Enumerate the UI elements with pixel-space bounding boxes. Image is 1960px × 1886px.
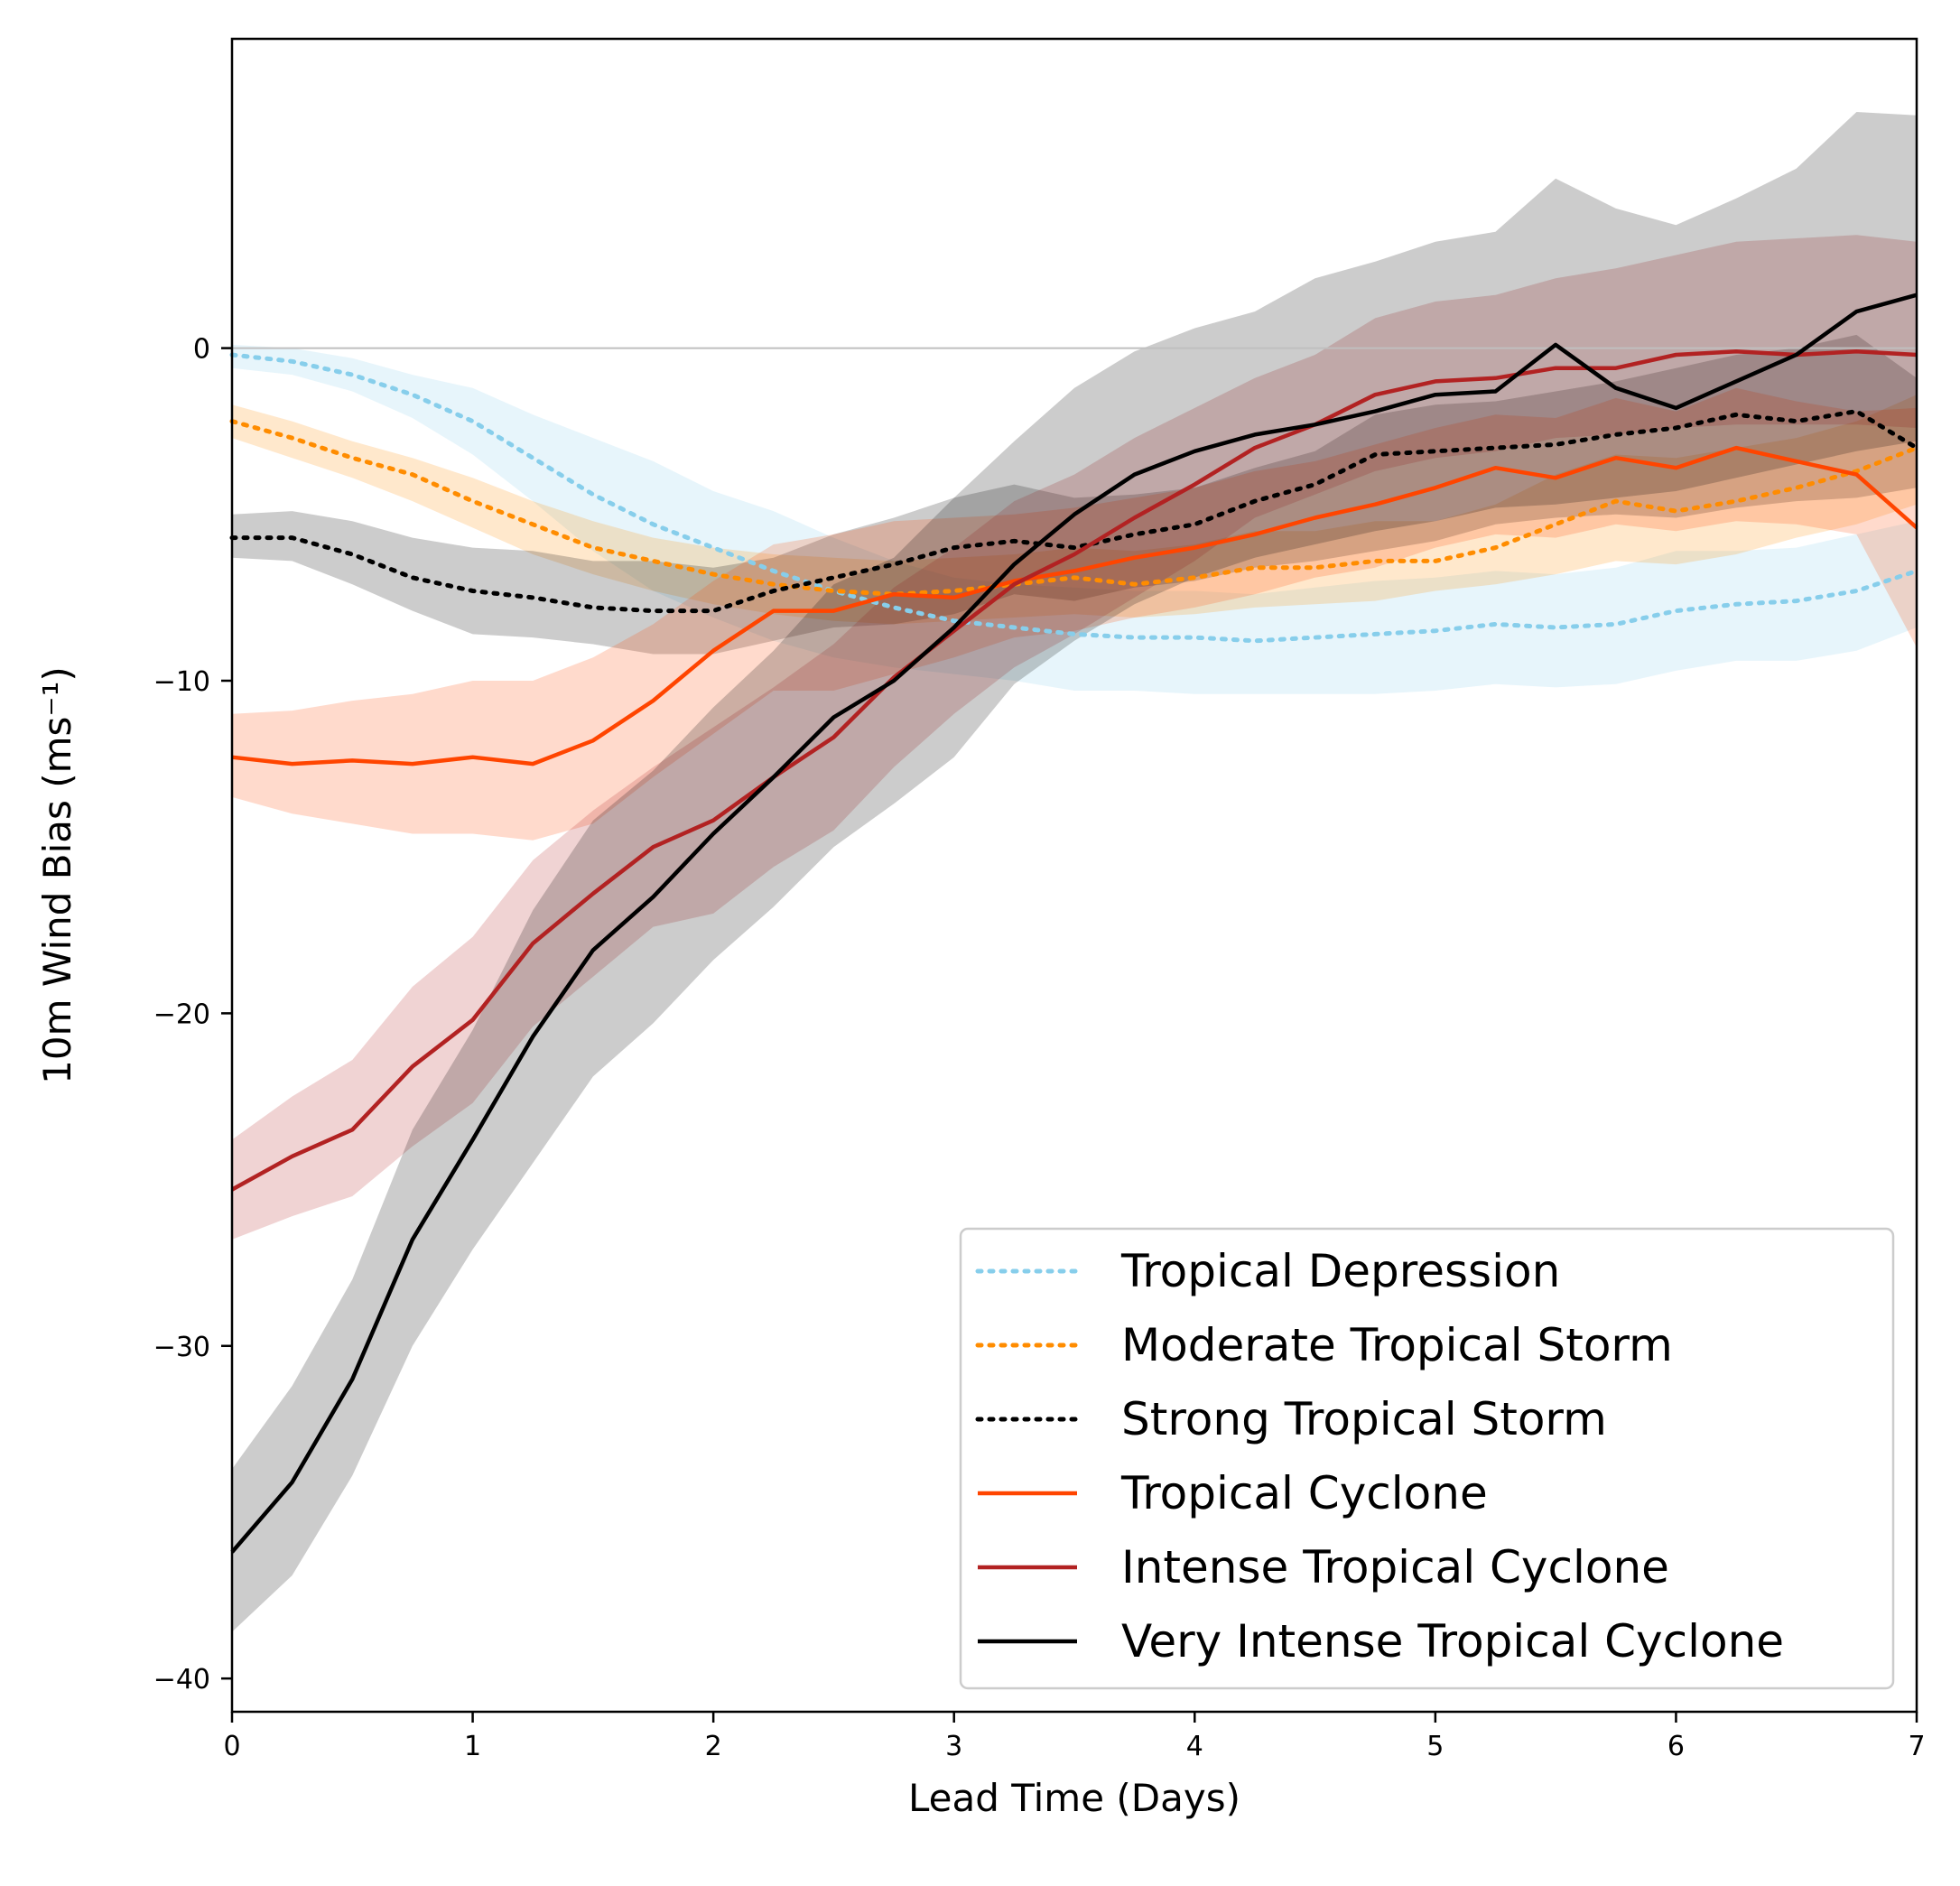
x-tick-label: 1 (464, 1731, 481, 1762)
legend-box (959, 1227, 1895, 1690)
tropical-depression-legend-label: Tropical Depression (1120, 1245, 1560, 1297)
y-axis-ticks: 0 −10 −20 −30 −40 (153, 334, 232, 1696)
uncertainty-bands (232, 112, 1917, 1632)
x-tick-label: 6 (1667, 1731, 1685, 1762)
tropical-depression-band (232, 344, 1917, 694)
y-tick-label: −30 (153, 1332, 210, 1363)
very-intense-tropical-cyclone-band (232, 112, 1917, 1632)
tropical-depression-line (229, 352, 1919, 644)
x-axis-ticks: 0 1 2 3 4 5 6 7 (223, 1712, 1926, 1762)
x-tick-label: 2 (705, 1731, 722, 1762)
y-tick-label: 0 (193, 334, 210, 366)
very-intense-tropical-cyclone-line (230, 293, 1918, 1554)
moderate-tropical-storm-line (229, 419, 1919, 597)
x-tick-label: 4 (1186, 1731, 1203, 1762)
tropical-cyclone-band (232, 387, 1917, 841)
x-tick-label: 7 (1908, 1731, 1925, 1762)
intense-tropical-cyclone-legend-label: Intense Tropical Cyclone (1121, 1541, 1669, 1593)
intense-tropical-cyclone-band (232, 235, 1917, 1240)
intense-tropical-cyclone-line (230, 349, 1918, 1192)
tropical-cyclone-line (231, 445, 1918, 766)
y-axis-label: 10m Wind Bias (ms⁻¹) (35, 666, 79, 1084)
legend: Tropical Depression Moderate Tropical Sto… (959, 1227, 1895, 1690)
moderate-tropical-storm-legend-label: Moderate Tropical Storm (1121, 1319, 1673, 1371)
series-lines (229, 293, 1919, 1554)
y-tick-label: −20 (153, 999, 210, 1030)
strong-tropical-storm-band (232, 334, 1917, 655)
y-tick-label: −40 (153, 1664, 210, 1696)
y-tick-label: −10 (153, 666, 210, 698)
moderate-tropical-storm-band (232, 395, 1917, 625)
tropical-cyclone-legend-label: Tropical Cyclone (1120, 1467, 1488, 1519)
strong-tropical-storm-line (229, 409, 1919, 614)
very-intense-tropical-cyclone-legend-label: Very Intense Tropical Cyclone (1121, 1615, 1784, 1668)
x-tick-label: 0 (223, 1731, 240, 1762)
strong-tropical-storm-legend-label: Strong Tropical Storm (1121, 1393, 1607, 1445)
x-tick-label: 3 (945, 1731, 962, 1762)
plot-area-frame (230, 37, 1918, 1714)
x-tick-label: 5 (1426, 1731, 1444, 1762)
x-axis-label: Lead Time (Days) (908, 1776, 1240, 1820)
